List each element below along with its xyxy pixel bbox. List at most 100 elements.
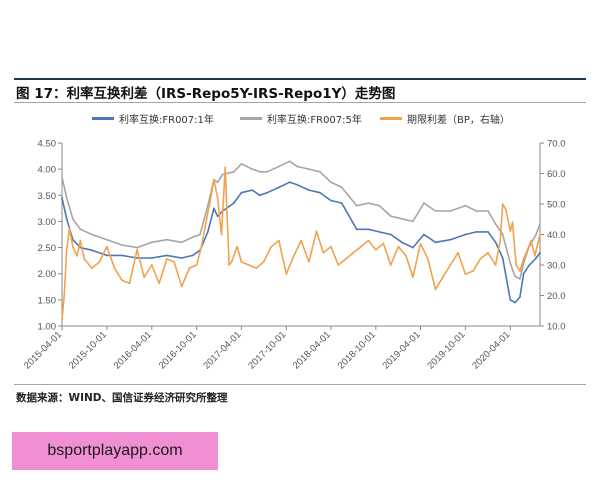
series-1-point (216, 215, 219, 218)
series-3-point (457, 251, 459, 254)
series-2-point (475, 210, 478, 212)
series-3-point (71, 245, 74, 248)
series-3-point (472, 270, 474, 272)
left-axis-tick-label: 2.00 (38, 269, 57, 280)
series-3-point (262, 261, 265, 263)
series-3-point (65, 248, 68, 251)
series-1-point (65, 217, 68, 220)
series-3-point (419, 242, 422, 245)
series-3-point (367, 239, 370, 242)
series-3-point (322, 251, 325, 254)
series-2-point (136, 246, 139, 249)
series-3-point (352, 251, 355, 254)
series-1-point (206, 231, 209, 233)
legend-swatch-series-2 (240, 117, 262, 120)
x-axis-tick-label: 2015-10-01 (67, 329, 109, 371)
series-3-point (526, 248, 529, 251)
series-3-point (519, 270, 521, 272)
series-1-point (213, 207, 215, 210)
series-1-point (535, 257, 537, 259)
series-3-point (515, 264, 518, 266)
x-axis-tick-label: 2016-04-01 (112, 329, 154, 371)
series-3-point (539, 233, 541, 236)
series-2-point (449, 210, 452, 212)
series-3-point (360, 245, 362, 248)
series-1-point (487, 231, 489, 233)
chart-series-lines (61, 160, 541, 321)
series-2-point (509, 262, 512, 265)
series-2-point (199, 233, 202, 236)
series-1-point (355, 228, 358, 231)
figure-top-rule (14, 78, 586, 80)
series-1-point (527, 265, 530, 267)
series-3-point (121, 279, 123, 282)
series-3-point (464, 273, 467, 275)
series-2-point (216, 181, 219, 184)
series-1-point (514, 301, 516, 304)
series-1-point (423, 233, 425, 236)
watermark-banner: bsportplayapp.com (12, 432, 218, 470)
series-1-point (191, 254, 194, 257)
left-axis-tick-label: 4.50 (38, 139, 57, 150)
series-3-point (405, 254, 407, 257)
series-2-point (514, 275, 516, 278)
series-3-point (337, 264, 340, 266)
series-3-point (270, 245, 273, 248)
legend-item-series-2: 利率互换:FR007:5年 (240, 111, 362, 126)
right-axis-tick-label: 50.0 (547, 200, 566, 211)
series-1-point (340, 202, 343, 205)
series-3-point (79, 239, 82, 242)
series-3-point (255, 267, 258, 269)
series-3-point (308, 261, 310, 263)
series-3-point (205, 218, 208, 221)
series-3-point (382, 242, 385, 245)
series-3-point (278, 239, 280, 242)
series-2-point (308, 168, 310, 171)
series-3-point (285, 273, 288, 275)
series-1-point (91, 249, 93, 252)
series-3-point (228, 264, 231, 266)
left-axis-tick-label: 2.50 (38, 243, 57, 254)
series-2-point (355, 204, 358, 207)
series-1-point (494, 241, 497, 244)
right-axis-tick-label: 60.0 (547, 169, 566, 180)
series-3-point (113, 267, 116, 269)
series-2-point (258, 170, 261, 173)
series-3-point (505, 209, 507, 212)
legend-label-series-3: 期限利差（BP，右轴） (407, 115, 510, 126)
series-3-point (533, 254, 536, 257)
legend-swatch-series-1 (92, 117, 114, 120)
series-3-point (240, 261, 243, 263)
series-2-point (206, 204, 209, 207)
series-1-point (434, 241, 437, 244)
series-2-point (278, 165, 280, 168)
x-axis-tick-label: 2019-10-01 (425, 329, 467, 371)
series-2-point (232, 170, 235, 173)
title-underline (14, 102, 586, 103)
series-1-point (180, 257, 183, 259)
series-2-point (106, 238, 108, 241)
series-3-point (195, 264, 198, 266)
series-1-point (389, 233, 392, 236)
source-note: 数据来源：WIND、国信证券经济研究所整理 (16, 392, 228, 404)
series-1-point (79, 246, 82, 249)
series-1-point (401, 241, 403, 244)
x-axis-tick-label: 2017-04-01 (201, 329, 243, 371)
series-3-point (63, 294, 66, 297)
x-axis-tick-label: 2018-04-01 (291, 329, 333, 371)
series-3-point (247, 264, 250, 266)
series-3-point (232, 254, 235, 257)
series-1-point (509, 299, 512, 301)
series-1-point (296, 183, 299, 186)
series-1-point (330, 199, 332, 202)
series-3-point (136, 248, 139, 251)
x-axis-tick-label: 2018-10-01 (336, 329, 378, 371)
series-3-point (209, 200, 212, 202)
series-3-point (91, 267, 93, 269)
series-3-point (143, 276, 146, 279)
series-2-point (65, 197, 68, 199)
series-3-point (397, 245, 400, 248)
series-1-point (501, 257, 504, 259)
watermark-text: bsportplayapp.com (47, 442, 183, 459)
right-axis-tick-label: 40.0 (547, 230, 566, 241)
